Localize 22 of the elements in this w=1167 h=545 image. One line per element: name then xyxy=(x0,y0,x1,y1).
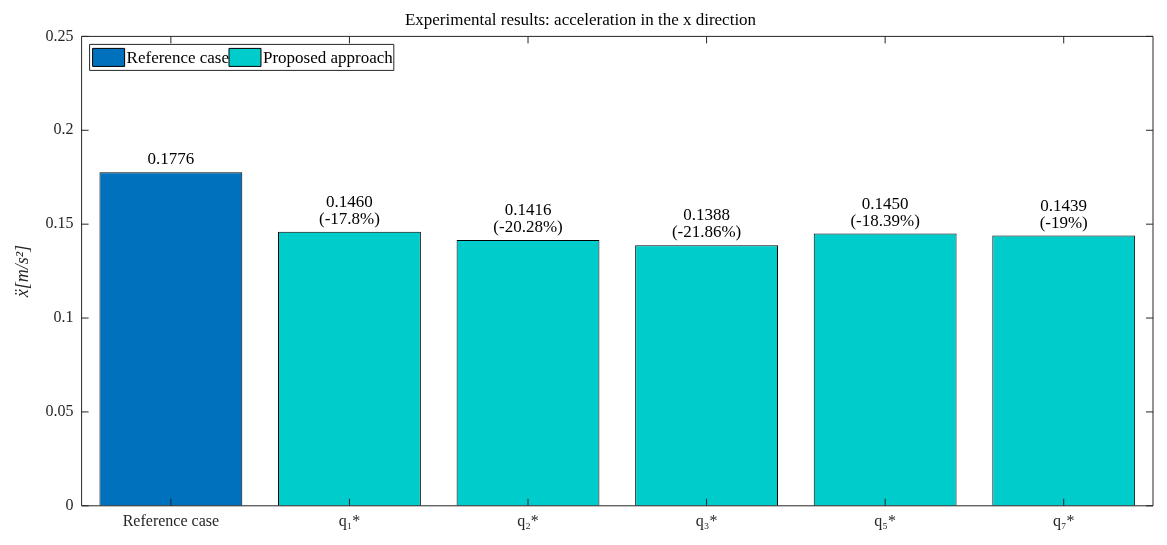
chart-title: Experimental results: acceleration in the x direction xyxy=(404,9,757,29)
y-tick-label: 0.05 xyxy=(45,402,74,420)
y-tick-label: 0.2 xyxy=(53,120,74,138)
y-axis-title: ẍ[m/s²] xyxy=(11,244,32,299)
x-tick-label: Reference case xyxy=(122,511,220,529)
x-tick-label: q₃* xyxy=(695,511,718,530)
data-label: 0.1776 xyxy=(147,149,195,169)
x-tick-label: q₇* xyxy=(1052,511,1075,530)
legend-label: Reference case xyxy=(126,47,229,67)
x-tick-label: q₂* xyxy=(517,511,539,530)
data-label: 0.1460 (-17.8%) xyxy=(319,191,380,228)
y-tick-label: 0.25 xyxy=(45,26,74,44)
data-label: 0.1388 (-21.86%) xyxy=(671,205,742,242)
x-tick-label: q₅* xyxy=(874,511,896,530)
y-tick-label: 0.15 xyxy=(45,214,74,232)
data-label: 0.1450 (-18.39%) xyxy=(850,193,920,230)
data-label: 0.1416 (-20.28%) xyxy=(493,199,563,236)
x-tick-label: q₁* xyxy=(338,511,361,530)
legend-label: Proposed approach xyxy=(262,47,394,67)
data-label: 0.1439 (-19%) xyxy=(1039,195,1088,232)
y-tick-label: 0 xyxy=(65,496,74,513)
y-tick-label: 0.1 xyxy=(53,308,74,326)
